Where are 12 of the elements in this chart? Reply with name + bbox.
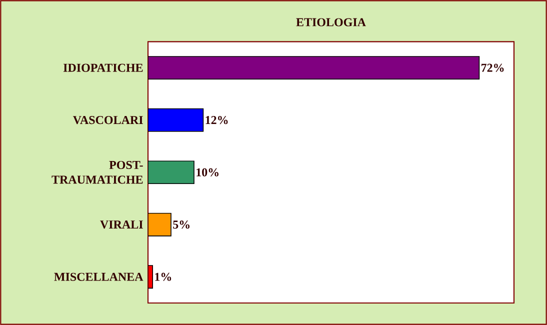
data-label: 5% <box>173 220 190 229</box>
data-label: 1% <box>155 272 172 281</box>
y-tick-label: VASCOLARI <box>72 116 143 124</box>
chart-title: ETIOLOGIA <box>296 18 366 26</box>
y-tick-label: POST-TRAUMATICHE <box>52 160 143 184</box>
data-label: 12% <box>206 116 228 124</box>
y-tick-label: MISCELLANEA <box>54 272 144 281</box>
data-label: 72% <box>482 64 504 72</box>
data-label: 10% <box>196 168 218 176</box>
y-tick-label: VIRALI <box>100 220 143 229</box>
bar <box>148 265 154 289</box>
y-tick-label: IDIOPATICHE <box>63 64 143 72</box>
